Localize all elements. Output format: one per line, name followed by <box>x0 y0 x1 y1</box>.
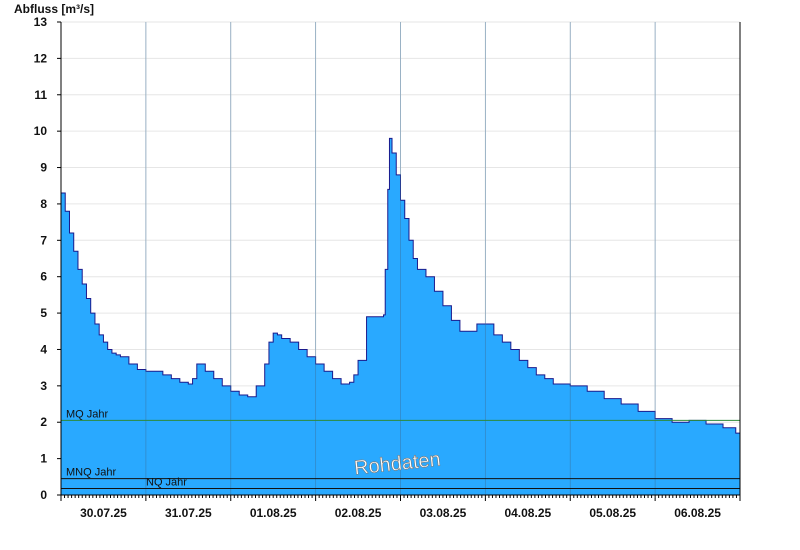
y-tick-label: 9 <box>40 161 47 175</box>
y-tick-label: 3 <box>40 379 47 393</box>
y-tick-label: 5 <box>40 306 47 320</box>
ref-label: NQ Jahr <box>146 476 187 488</box>
y-tick-label: 2 <box>40 415 47 429</box>
y-tick-label: 4 <box>40 342 47 356</box>
x-tick-label: 02.08.25 <box>335 506 382 520</box>
y-tick-label: 8 <box>40 197 47 211</box>
x-tick-label: 30.07.25 <box>80 506 127 520</box>
y-tick-label: 7 <box>40 233 47 247</box>
y-tick-label: 12 <box>34 51 48 65</box>
discharge-line <box>61 137 741 437</box>
x-tick-label: 06.08.25 <box>674 506 721 520</box>
x-tick-label: 31.07.25 <box>165 506 212 520</box>
x-tick-label: 05.08.25 <box>589 506 636 520</box>
x-tick-label: 01.08.25 <box>250 506 297 520</box>
y-tick-label: 0 <box>40 488 47 502</box>
y-axis-label: Abfluss [m³/s] <box>14 2 94 16</box>
y-tick-label: 11 <box>34 88 47 102</box>
y-tick-label: 1 <box>40 452 47 466</box>
ref-label: MNQ Jahr <box>66 467 116 479</box>
day-boundary-overlay <box>145 22 656 495</box>
y-tick-label: 6 <box>40 270 47 284</box>
y-tick-label: 13 <box>34 15 48 29</box>
ref-label: MQ Jahr <box>66 408 109 420</box>
x-tick-label: 03.08.25 <box>420 506 467 520</box>
x-tick-label: 04.08.25 <box>504 506 551 520</box>
y-tick-label: 10 <box>34 124 48 138</box>
x-ticks: 30.07.25 31.07.25 01.08.25 02.08.25 03.08.25… <box>60 495 741 520</box>
reference-lines: MQ Jahr MNQ Jahr NQ Jahr <box>61 408 740 489</box>
